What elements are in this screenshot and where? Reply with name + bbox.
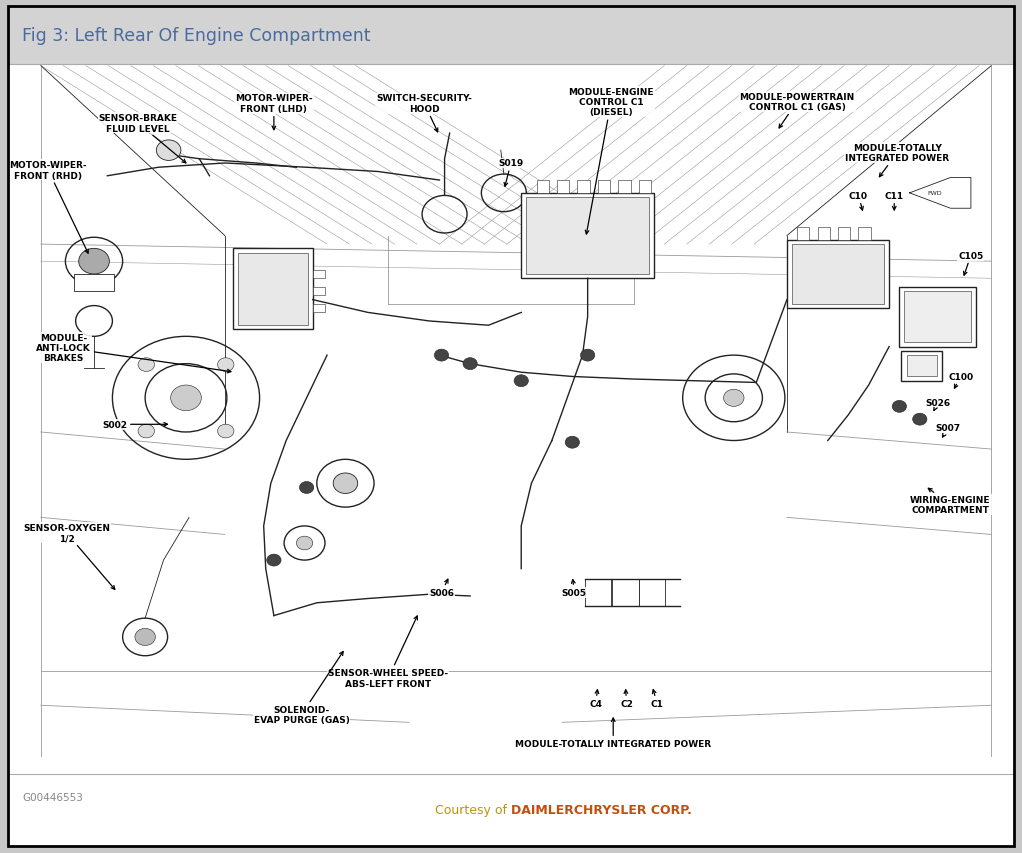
FancyBboxPatch shape bbox=[557, 181, 569, 194]
Circle shape bbox=[892, 401, 907, 413]
FancyBboxPatch shape bbox=[907, 356, 937, 377]
FancyBboxPatch shape bbox=[8, 65, 1014, 774]
Text: S026: S026 bbox=[926, 398, 950, 411]
Text: S006: S006 bbox=[429, 579, 454, 597]
Text: C100: C100 bbox=[948, 373, 973, 389]
Text: C4: C4 bbox=[590, 690, 602, 708]
FancyBboxPatch shape bbox=[797, 228, 809, 241]
Text: C2: C2 bbox=[620, 690, 633, 708]
FancyBboxPatch shape bbox=[233, 249, 313, 330]
Text: DAIMLERCHRYSLER CORP.: DAIMLERCHRYSLER CORP. bbox=[511, 803, 692, 816]
Circle shape bbox=[913, 414, 927, 426]
FancyBboxPatch shape bbox=[838, 228, 850, 241]
Text: MODULE-
ANTI-LOCK
BRAKES: MODULE- ANTI-LOCK BRAKES bbox=[36, 334, 231, 374]
FancyBboxPatch shape bbox=[521, 194, 654, 279]
Circle shape bbox=[138, 358, 154, 372]
Text: FWD: FWD bbox=[928, 191, 942, 196]
Circle shape bbox=[580, 350, 595, 362]
Text: SENSOR-BRAKE
FLUID LEVEL: SENSOR-BRAKE FLUID LEVEL bbox=[98, 114, 186, 164]
Text: Fig 3: Left Rear Of Engine Compartment: Fig 3: Left Rear Of Engine Compartment bbox=[22, 26, 371, 45]
FancyBboxPatch shape bbox=[858, 228, 871, 241]
Text: C11: C11 bbox=[885, 192, 903, 211]
Circle shape bbox=[333, 473, 358, 494]
Circle shape bbox=[135, 629, 155, 646]
Text: MODULE-POWERTRAIN
CONTROL C1 (GAS): MODULE-POWERTRAIN CONTROL C1 (GAS) bbox=[740, 93, 854, 129]
Text: MODULE-TOTALLY INTEGRATED POWER: MODULE-TOTALLY INTEGRATED POWER bbox=[515, 718, 711, 748]
Circle shape bbox=[218, 358, 234, 372]
Circle shape bbox=[565, 437, 579, 449]
Circle shape bbox=[724, 390, 744, 407]
FancyBboxPatch shape bbox=[577, 181, 590, 194]
Circle shape bbox=[299, 482, 314, 494]
FancyBboxPatch shape bbox=[792, 245, 884, 305]
Circle shape bbox=[138, 425, 154, 438]
Text: S007: S007 bbox=[936, 424, 961, 438]
Circle shape bbox=[434, 350, 449, 362]
Circle shape bbox=[514, 375, 528, 387]
Circle shape bbox=[156, 141, 181, 161]
FancyBboxPatch shape bbox=[639, 181, 651, 194]
FancyBboxPatch shape bbox=[598, 181, 610, 194]
Text: C105: C105 bbox=[959, 252, 983, 276]
Text: MODULE-ENGINE
CONTROL C1
(DIESEL): MODULE-ENGINE CONTROL C1 (DIESEL) bbox=[568, 88, 654, 235]
FancyBboxPatch shape bbox=[904, 292, 971, 343]
FancyBboxPatch shape bbox=[537, 181, 549, 194]
Circle shape bbox=[171, 386, 201, 411]
Text: SENSOR-OXYGEN
1/2: SENSOR-OXYGEN 1/2 bbox=[22, 524, 114, 589]
FancyBboxPatch shape bbox=[618, 181, 631, 194]
Text: Courtesy of: Courtesy of bbox=[435, 803, 511, 816]
FancyBboxPatch shape bbox=[639, 579, 665, 606]
FancyBboxPatch shape bbox=[901, 351, 942, 381]
Circle shape bbox=[218, 425, 234, 438]
Text: SOLENOID-
EVAP PURGE (GAS): SOLENOID- EVAP PURGE (GAS) bbox=[253, 652, 350, 724]
FancyBboxPatch shape bbox=[238, 253, 308, 326]
Text: C10: C10 bbox=[849, 192, 868, 211]
Circle shape bbox=[79, 249, 109, 275]
FancyBboxPatch shape bbox=[8, 7, 1014, 65]
Text: G00446553: G00446553 bbox=[22, 792, 84, 803]
Circle shape bbox=[463, 358, 477, 370]
Text: MODULE-TOTALLY
INTEGRATED POWER: MODULE-TOTALLY INTEGRATED POWER bbox=[845, 144, 949, 177]
Circle shape bbox=[296, 537, 313, 550]
FancyBboxPatch shape bbox=[313, 305, 325, 313]
Text: WIRING-ENGINE
COMPARTMENT: WIRING-ENGINE COMPARTMENT bbox=[911, 489, 990, 514]
Text: MOTOR-WIPER-
FRONT (LHD): MOTOR-WIPER- FRONT (LHD) bbox=[235, 95, 313, 131]
FancyBboxPatch shape bbox=[313, 287, 325, 296]
FancyBboxPatch shape bbox=[526, 198, 649, 275]
Text: SWITCH-SECURITY-
HOOD: SWITCH-SECURITY- HOOD bbox=[376, 95, 472, 133]
Circle shape bbox=[267, 554, 281, 566]
FancyBboxPatch shape bbox=[74, 275, 114, 292]
Text: S019: S019 bbox=[499, 160, 523, 187]
FancyBboxPatch shape bbox=[8, 774, 1014, 846]
FancyBboxPatch shape bbox=[899, 287, 976, 347]
FancyBboxPatch shape bbox=[818, 228, 830, 241]
Text: C1: C1 bbox=[651, 690, 663, 708]
Text: S005: S005 bbox=[562, 580, 587, 597]
Text: MOTOR-WIPER-
FRONT (RHD): MOTOR-WIPER- FRONT (RHD) bbox=[9, 161, 88, 254]
Text: SENSOR-WHEEL SPEED-
ABS-LEFT FRONT: SENSOR-WHEEL SPEED- ABS-LEFT FRONT bbox=[328, 616, 449, 688]
FancyBboxPatch shape bbox=[313, 270, 325, 279]
FancyBboxPatch shape bbox=[787, 241, 889, 309]
FancyBboxPatch shape bbox=[612, 579, 639, 606]
Text: S002: S002 bbox=[102, 421, 168, 429]
FancyBboxPatch shape bbox=[585, 579, 611, 606]
